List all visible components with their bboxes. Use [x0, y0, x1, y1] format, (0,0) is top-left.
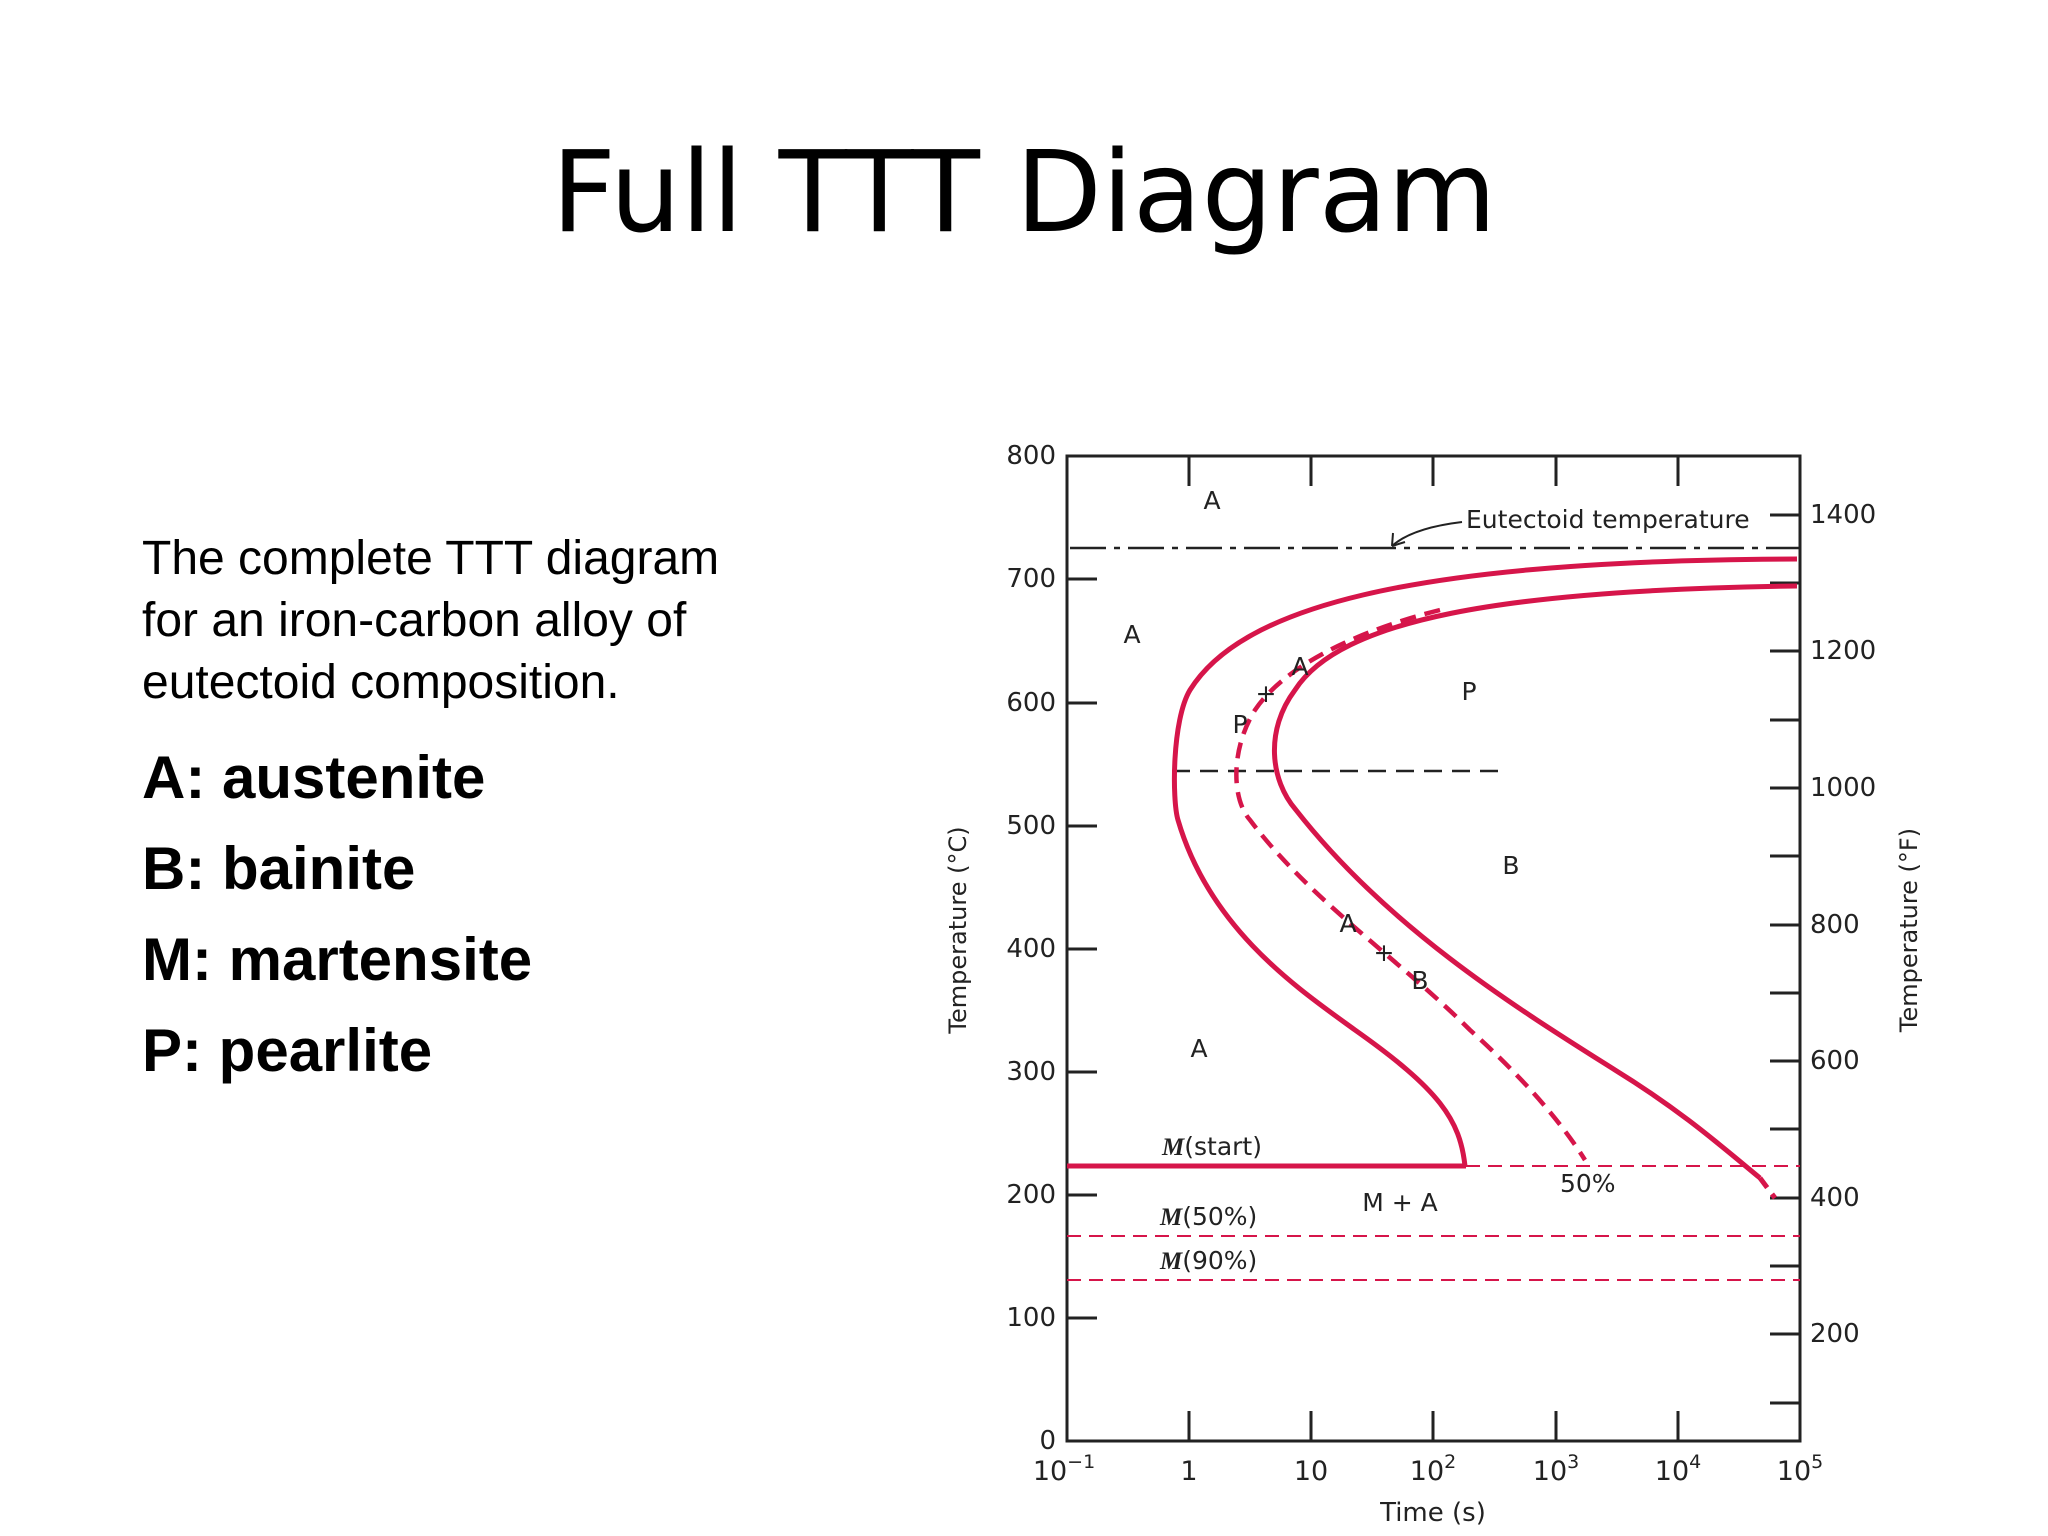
region-label-a-top: A [1203, 486, 1220, 515]
y-tick-label: 300 [1006, 1057, 1056, 1087]
y-tick-label: 700 [1006, 564, 1056, 594]
x-tick-label: 10 [1294, 1456, 1328, 1487]
eutectoid-leader [1391, 521, 1463, 547]
fifty-percent-label: 50% [1560, 1169, 1616, 1198]
x-tick-label: 1 [1180, 1456, 1197, 1487]
region-label-mix-lower-a: A [1339, 909, 1356, 938]
x-tick-label: 104 [1655, 1451, 1701, 1487]
x-axis-label: Time (s) [1379, 1498, 1486, 1528]
region-label-a-left: A [1123, 620, 1140, 649]
region-label-mix-lower-b: B [1411, 966, 1428, 995]
x-tick-label: 102 [1410, 1451, 1456, 1487]
region-label-p: P [1461, 677, 1476, 706]
y-tick-label: 200 [1006, 1180, 1056, 1210]
y-axis-ticks [1067, 454, 1097, 1443]
eutectoid-arrowhead [1391, 532, 1406, 547]
y2-tick-label: 1200 [1810, 636, 1876, 666]
eutectoid-label: Eutectoid temperature [1466, 505, 1750, 534]
y2-axis-tick-labels: 200 400 600 800 1000 1200 1400 [1810, 500, 1876, 1349]
y-axis-tick-labels: 0 100 200 300 400 500 600 700 800 [1006, 441, 1056, 1456]
y-tick-label: 600 [1006, 688, 1056, 718]
x-tick-label: 105 [1777, 1451, 1823, 1487]
region-label-a-lower: A [1190, 1034, 1207, 1063]
y2-axis-label: Temperature (°F) [1895, 828, 1923, 1033]
y-tick-label: 100 [1006, 1303, 1056, 1333]
text-panel: The complete TTT diagram for an iron-car… [142, 528, 782, 1096]
start-curve [1171, 556, 1798, 1167]
legend-austenite: A: austenite [142, 744, 486, 811]
x-axis-ticks [1187, 456, 1680, 1441]
y-tick-label: 0 [1039, 1426, 1056, 1456]
x-tick-label: 103 [1533, 1451, 1579, 1487]
region-label-mix-upper-p: P [1232, 710, 1247, 739]
y2-tick-label: 600 [1810, 1046, 1860, 1076]
region-labels: A A A P B M + A A + P A + B [1123, 486, 1519, 1217]
y2-tick-label: 400 [1810, 1183, 1860, 1213]
fifty-percent-curve [1234, 607, 1587, 1162]
legend-pearlite: P: pearlite [142, 1017, 433, 1084]
m50-label: M(50%) [1159, 1202, 1257, 1231]
region-label-m-plus-a: M + A [1362, 1188, 1438, 1217]
y2-tick-label: 1000 [1810, 773, 1876, 803]
y-tick-label: 500 [1006, 811, 1056, 841]
finish-curve [1272, 583, 1798, 1180]
y2-tick-label: 1400 [1810, 500, 1876, 530]
region-label-mix-upper-a: A [1291, 652, 1308, 681]
y-tick-label: 400 [1006, 934, 1056, 964]
region-label-mix-lower-plus: + [1374, 938, 1395, 967]
y2-axis-ticks [1770, 513, 1800, 1405]
intro-paragraph: The complete TTT diagram for an iron-car… [142, 532, 720, 709]
legend-martensite: M: martensite [142, 926, 533, 993]
x-tick-label: 10−1 [1033, 1451, 1095, 1487]
y2-tick-label: 800 [1810, 910, 1860, 940]
legend-bainite: B: bainite [142, 835, 416, 902]
finish-curve-tail [1758, 1176, 1777, 1200]
y2-tick-label: 200 [1810, 1319, 1860, 1349]
y-axis-label: Temperature (°C) [944, 826, 972, 1034]
region-label-mix-upper-plus: + [1256, 679, 1277, 708]
x-axis-tick-labels: 10−1 1 10 102 103 104 105 [1033, 1451, 1823, 1487]
y-tick-label: 800 [1006, 441, 1056, 471]
m90-label: M(90%) [1159, 1246, 1257, 1275]
m-start-label: M(start) [1161, 1132, 1262, 1161]
slide-title: Full TTT Diagram [551, 128, 1497, 258]
region-label-b: B [1502, 851, 1519, 880]
